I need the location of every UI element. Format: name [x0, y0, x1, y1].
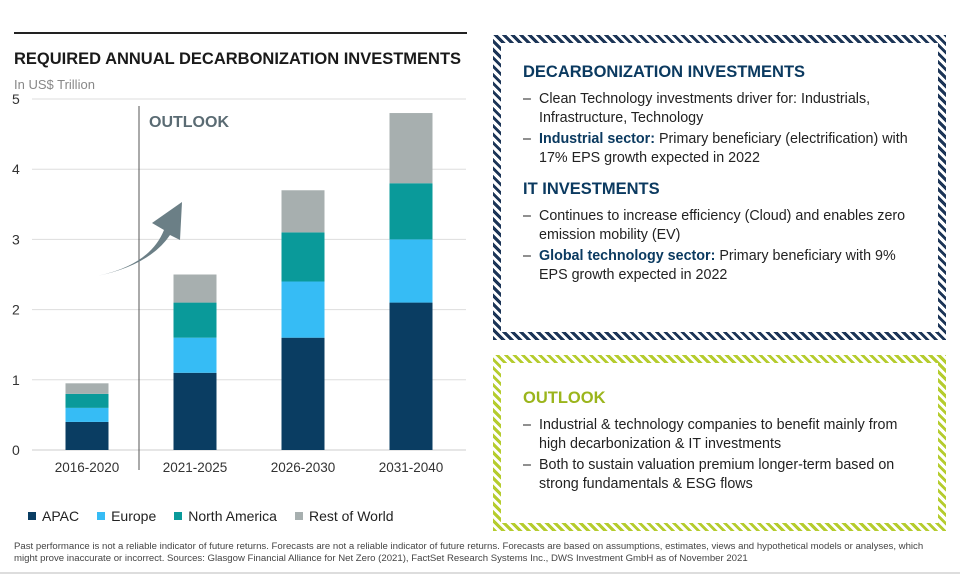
- y-tick-label: 0: [12, 442, 20, 458]
- legend-label: Rest of World: [308, 508, 394, 524]
- legend-label: North America: [188, 508, 277, 524]
- bar-segment: [389, 302, 433, 450]
- x-tick-label: 2031-2040: [379, 460, 444, 475]
- bullet: Industrial & technology companies to ben…: [523, 416, 916, 454]
- bar-segment: [173, 302, 217, 338]
- bullet-bold: Global technology sector:: [539, 248, 716, 264]
- bullet-text: Primary beneficiary (electrification) wi…: [539, 131, 908, 166]
- bar-segment: [281, 337, 325, 450]
- title-rule: [14, 32, 467, 34]
- bar-segment: [173, 337, 217, 373]
- bullet-bold: Industrial sector:: [539, 131, 655, 147]
- y-tick-label: 1: [12, 372, 20, 388]
- decarbonization-panel: DECARBONIZATION INVESTMENTS Clean Techno…: [493, 35, 946, 340]
- legend-swatch: [294, 512, 303, 520]
- bar-segment: [173, 274, 217, 303]
- outlook-panel: OUTLOOK Industrial & technology companie…: [493, 355, 946, 531]
- x-tick-label: 2026-2030: [271, 460, 336, 475]
- y-tick-label: 3: [12, 231, 20, 247]
- bullet-text: Primary beneficiary with 9% EPS growth e…: [539, 248, 896, 283]
- legend-label: APAC: [42, 508, 80, 524]
- bullet: Continues to increase efficiency (Cloud)…: [523, 207, 916, 245]
- chart-title: REQUIRED ANNUAL DECARBONIZATION INVESTME…: [14, 50, 462, 68]
- y-tick-label: 5: [12, 91, 20, 107]
- bar-segment: [281, 232, 325, 282]
- bar-segment: [281, 281, 325, 338]
- bar-segment: [173, 372, 217, 450]
- legend-label: Europe: [111, 508, 157, 524]
- x-tick-label: 2021-2025: [163, 460, 228, 475]
- bullet: Clean Technology investments driver for:…: [523, 90, 916, 128]
- bar-segment: [389, 113, 433, 184]
- outlook-annotation: OUTLOOK: [149, 114, 229, 131]
- bullet: Industrial sector: Primary beneficiary (…: [523, 130, 916, 168]
- stacked-bar-chart: 0 1 2 3 4 5 OUTLOOK 2016-2020 2021-2025 2026-20…: [12, 91, 466, 475]
- footer-rule: [0, 572, 960, 574]
- growth-arrow-icon: [97, 202, 182, 276]
- legend: APAC Europe North America Rest of World: [28, 508, 412, 524]
- legend-swatch: [174, 512, 183, 520]
- legend-item: Europe: [97, 508, 156, 524]
- legend-swatch: [28, 512, 36, 520]
- disclaimer: Past performance is not a reliable indic…: [14, 541, 924, 564]
- bar-segment: [389, 183, 433, 240]
- panel-heading: IT INVESTMENTS: [523, 180, 660, 198]
- bullet: Global technology sector: Primary benefi…: [523, 247, 916, 285]
- legend-item: Rest of World: [294, 508, 394, 524]
- bar-segment: [65, 393, 109, 408]
- legend-swatch: [97, 512, 106, 520]
- x-tick-label: 2016-2020: [55, 460, 120, 475]
- bar-segment: [281, 190, 325, 233]
- panel-heading: DECARBONIZATION INVESTMENTS: [523, 63, 806, 81]
- legend-item: North America: [174, 508, 277, 524]
- y-tick-label: 2: [12, 302, 20, 318]
- panel-heading: OUTLOOK: [523, 389, 606, 407]
- chart-unit: In US$ Trillion: [14, 77, 95, 92]
- bar-segment: [65, 407, 109, 422]
- y-tick-label: 4: [12, 161, 20, 177]
- bar-segment: [65, 383, 109, 394]
- bar-segment: [389, 239, 433, 303]
- legend-item: APAC: [28, 508, 79, 524]
- bar-segment: [65, 421, 109, 450]
- bullet: Both to sustain valuation premium longer…: [523, 456, 916, 494]
